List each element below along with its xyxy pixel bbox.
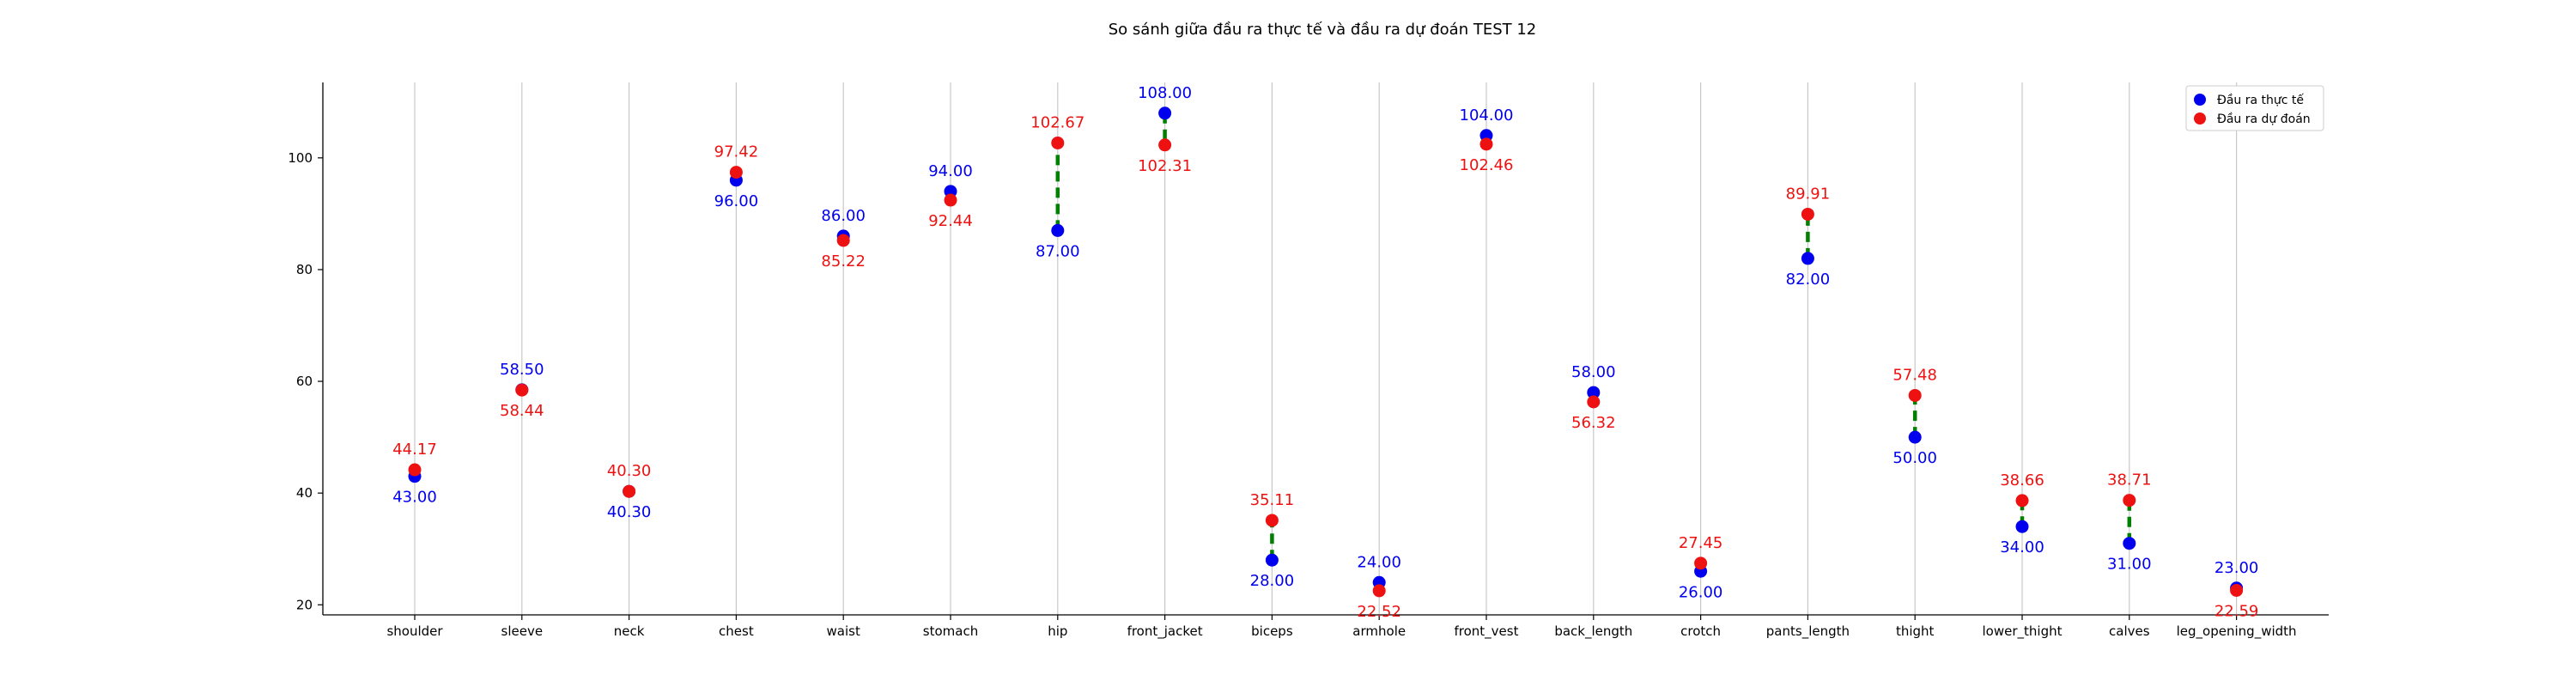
data-label-actual-chest: 96.00 (714, 192, 759, 210)
data-label-predicted-leg_opening_width: 22.59 (2215, 602, 2259, 620)
point-predicted-back_length (1587, 395, 1601, 409)
legend-marker-actual (2194, 94, 2206, 106)
point-actual-lower_thight (2015, 520, 2029, 533)
data-label-actual-lower_thight: 34.00 (2000, 538, 2044, 556)
data-label-actual-shoulder: 43.00 (392, 489, 437, 507)
points (408, 106, 2244, 598)
point-actual-back_length (1587, 386, 1601, 399)
x-tick-label: shoulder (386, 623, 443, 639)
data-label-predicted-biceps: 35.11 (1250, 491, 1295, 509)
y-tick-label: 100 (288, 150, 313, 166)
data-label-actual-neck: 40.30 (607, 503, 652, 521)
chart-title: So sánh giữa đầu ra thực tế và đầu ra dự… (1109, 21, 1537, 39)
point-predicted-stomach (944, 193, 957, 207)
legend-label-actual: Đầu ra thực tế (2217, 93, 2304, 107)
point-actual-biceps (1265, 553, 1279, 567)
data-label-actual-hip: 87.00 (1036, 242, 1080, 260)
point-predicted-front_vest (1479, 137, 1493, 151)
data-label-predicted-chest: 97.42 (714, 143, 759, 161)
x-tick-label: lower_thight (1983, 623, 2063, 640)
data-label-actual-back_length: 58.00 (1571, 363, 1616, 381)
x-tick-label: pants_length (1766, 623, 1850, 640)
data-label-actual-biceps: 28.00 (1250, 572, 1295, 590)
point-predicted-hip (1051, 136, 1065, 149)
data-label-actual-waist: 86.00 (821, 207, 866, 225)
x-tick-label: armhole (1352, 623, 1406, 639)
data-label-predicted-lower_thight: 38.66 (2000, 471, 2044, 489)
point-predicted-leg_opening_width (2230, 583, 2244, 597)
data-label-actual-thight: 50.00 (1893, 449, 1937, 467)
data-label-actual-sleeve: 58.50 (500, 361, 544, 379)
data-label-actual-front_jacket: 108.00 (1138, 84, 1192, 102)
x-tick-label: thight (1896, 623, 1935, 639)
y-tick-label: 40 (296, 485, 313, 501)
point-predicted-chest (729, 166, 743, 179)
point-predicted-shoulder (408, 463, 422, 477)
data-label-predicted-crotch: 27.45 (1679, 534, 1723, 552)
x-tick-label: sleeve (501, 623, 544, 639)
y-tick-label: 60 (296, 374, 313, 389)
value-labels: 43.00 44.17 58.50 58.44 40.30 40.30 96.00 97.42… (392, 84, 2258, 621)
data-label-predicted-shoulder: 44.17 (392, 441, 437, 459)
point-predicted-sleeve (515, 383, 529, 397)
point-predicted-armhole (1372, 584, 1386, 598)
data-label-predicted-hip: 102.67 (1030, 113, 1084, 131)
data-label-actual-pants_length: 82.00 (1786, 271, 1831, 289)
point-predicted-neck (623, 484, 636, 498)
x-tick-label: front_jacket (1127, 623, 1203, 640)
point-predicted-front_jacket (1158, 138, 1172, 152)
data-label-predicted-waist: 85.22 (821, 252, 866, 271)
legend-box (2185, 85, 2324, 131)
grid (414, 82, 2238, 615)
x-tick-label: crotch (1680, 623, 1721, 639)
legend-marker-predicted (2194, 112, 2206, 125)
point-predicted-calves (2123, 494, 2136, 508)
legend-label-predicted: Đầu ra dự đoán (2217, 112, 2311, 126)
point-predicted-biceps (1265, 514, 1279, 527)
data-label-actual-calves: 31.00 (2107, 556, 2152, 574)
point-actual-hip (1051, 223, 1065, 237)
x-tick-label: biceps (1251, 623, 1293, 639)
data-label-actual-leg_opening_width: 23.00 (2215, 559, 2259, 577)
data-label-actual-front_vest: 104.00 (1460, 106, 1514, 125)
data-label-predicted-calves: 38.71 (2107, 471, 2152, 489)
data-label-predicted-back_length: 56.32 (1571, 414, 1616, 432)
data-label-predicted-thight: 57.48 (1893, 366, 1937, 384)
data-label-predicted-neck: 40.30 (607, 462, 652, 480)
y-tick-label: 80 (296, 262, 313, 277)
point-actual-thight (1908, 430, 1922, 444)
y-tick-label: 20 (296, 597, 313, 612)
connectors (412, 112, 2239, 591)
x-tick-label: hip (1048, 623, 1067, 639)
x-tick-label: leg_opening_width (2177, 623, 2297, 640)
data-label-actual-crotch: 26.00 (1679, 583, 1723, 601)
legend: Đầu ra thực tế Đầu ra dự đoán (2185, 85, 2324, 131)
x-tick-label: chest (719, 623, 754, 639)
x-tick-label: stomach (923, 623, 978, 639)
point-predicted-crotch (1694, 556, 1708, 570)
data-label-predicted-sleeve: 58.44 (500, 402, 544, 420)
x-tick-label: front_vest (1455, 623, 1519, 640)
data-label-predicted-front_vest: 102.46 (1460, 156, 1514, 174)
data-label-predicted-front_jacket: 102.31 (1138, 157, 1192, 175)
axes: 20 40 60 80 100 shoulder sleeve neck chest waist s… (288, 82, 2329, 640)
point-actual-front_jacket (1158, 106, 1172, 120)
data-label-actual-stomach: 94.00 (928, 162, 973, 180)
x-tick-label: calves (2109, 623, 2150, 639)
point-predicted-waist (836, 234, 850, 247)
point-predicted-pants_length (1801, 207, 1814, 221)
x-tick-label: waist (827, 623, 860, 639)
point-predicted-lower_thight (2015, 494, 2029, 508)
point-predicted-thight (1908, 388, 1922, 402)
x-tick-label: back_length (1554, 623, 1632, 640)
data-label-predicted-pants_length: 89.91 (1786, 185, 1831, 203)
point-actual-pants_length (1801, 252, 1814, 265)
data-label-predicted-armhole: 22.52 (1357, 603, 1401, 621)
x-tick-label: neck (614, 623, 645, 639)
point-actual-calves (2123, 537, 2136, 550)
data-label-predicted-stomach: 92.44 (928, 212, 973, 230)
data-label-actual-armhole: 24.00 (1357, 553, 1401, 571)
